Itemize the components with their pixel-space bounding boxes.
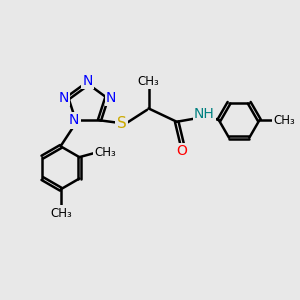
Text: NH: NH — [194, 107, 215, 121]
Text: CH₃: CH₃ — [50, 206, 72, 220]
Text: N: N — [106, 91, 116, 105]
Text: N: N — [69, 113, 80, 127]
Text: O: O — [177, 144, 188, 158]
Text: S: S — [117, 116, 127, 131]
Text: CH₃: CH₃ — [138, 75, 159, 88]
Text: N: N — [59, 91, 69, 105]
Text: CH₃: CH₃ — [94, 146, 116, 159]
Text: N: N — [82, 74, 93, 88]
Text: CH₃: CH₃ — [273, 114, 295, 127]
